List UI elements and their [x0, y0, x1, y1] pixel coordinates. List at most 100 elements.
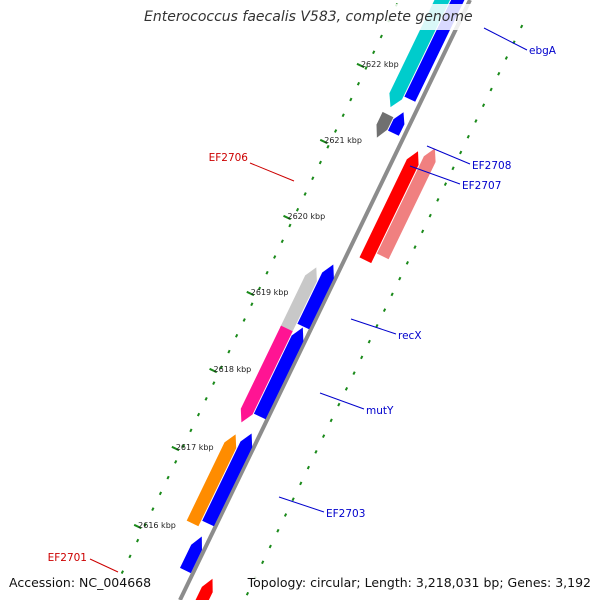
- ruler-dot-right: [219, 365, 223, 370]
- ruler-dot-right: [174, 459, 178, 464]
- label-EF2706: EF2706: [209, 152, 249, 164]
- tick-2621-mark: [319, 138, 328, 145]
- tick-2616-mark: [133, 523, 142, 530]
- ruler-dot-left: [474, 119, 478, 123]
- tick-2620-mark: [283, 214, 292, 221]
- ruler-dot-left: [344, 387, 349, 391]
- ruler-dot-right: [158, 491, 163, 496]
- ruler-dot-left: [322, 434, 326, 439]
- ruler-dot-right: [280, 239, 284, 244]
- label-ebgA: ebgA: [529, 45, 557, 57]
- ruler-dot-right: [273, 255, 277, 259]
- leader-EF2701: [89, 558, 119, 573]
- ruler-dot-left: [375, 323, 379, 328]
- ruler-dot-left: [337, 402, 341, 407]
- ruler-dot-right: [334, 129, 338, 133]
- gene-EF2703: [186, 434, 237, 527]
- tick-2621-label: 2621 kbp: [324, 136, 362, 145]
- tick-2619-mark: [246, 290, 255, 297]
- ruler-dot-right: [204, 396, 208, 401]
- leader-ebgA: [483, 27, 528, 51]
- tick-2618-mark: [209, 367, 218, 374]
- label-EF2703: EF2703: [326, 508, 365, 520]
- leader-recX: [350, 318, 397, 335]
- ruler-dot-right: [143, 523, 147, 527]
- ruler-dot-left: [291, 497, 295, 502]
- gene-mutY: [240, 325, 293, 423]
- tick-2620-label: 2620 kbp: [288, 212, 326, 221]
- tick-2622-mark: [356, 62, 365, 69]
- ruler-dot-right: [212, 381, 216, 385]
- gene-red-1: [359, 151, 419, 264]
- ruler-dot-left: [481, 103, 486, 108]
- ruler-dot-left: [405, 260, 409, 265]
- map-title: Enterococcus faecalis V583, complete gen…: [144, 9, 473, 25]
- leader-EF2706: [249, 162, 295, 182]
- ruler-dot-right: [235, 333, 239, 338]
- ruler-dot-left: [367, 339, 371, 344]
- ruler-dot-left: [459, 150, 463, 155]
- ruler-dot-right: [372, 50, 376, 55]
- gene-EF2707: [376, 111, 394, 138]
- ruler-dot-right: [288, 223, 292, 228]
- ruler-dot-right: [341, 113, 345, 118]
- tick-2618-label: 2618 kbp: [214, 365, 252, 374]
- leader-EF2703: [278, 496, 325, 513]
- ruler-dot-right: [318, 160, 322, 165]
- ruler-dot-left: [436, 197, 440, 202]
- ruler-dot-right: [196, 412, 201, 417]
- ruler-dot-left: [520, 24, 524, 29]
- ruler-dot-left: [451, 166, 455, 171]
- accession-text: Accession: NC_004668: [6, 574, 155, 592]
- ruler-dot-right: [356, 81, 361, 86]
- ruler-dot-right: [242, 318, 246, 322]
- gene-recX: [280, 267, 317, 334]
- tick-2616-label: 2616 kbp: [138, 521, 176, 530]
- ruler-dot-right: [120, 570, 124, 575]
- ruler-dot-right: [311, 176, 315, 181]
- tick-2622-label: 2622 kbp: [361, 60, 399, 69]
- ruler-dot-left: [398, 276, 402, 281]
- gene-EF2701: [195, 578, 213, 600]
- ruler-dot-left: [489, 87, 493, 92]
- ruler-dot-left: [352, 371, 356, 376]
- ruler-dot-left: [299, 481, 303, 486]
- label-EF2701: EF2701: [48, 552, 87, 564]
- ruler-dot-right: [326, 144, 330, 149]
- ruler-dot-left: [276, 528, 280, 533]
- ruler-dot-right: [349, 97, 353, 102]
- ruler-dot-right: [257, 286, 262, 291]
- ruler-dot-left: [421, 229, 425, 234]
- title-box: Enterococcus faecalis V583, complete gen…: [136, 4, 481, 30]
- leader-EF2707: [409, 165, 461, 185]
- backbone-line: [178, 0, 472, 600]
- ruler-dot-right: [379, 34, 383, 39]
- ruler-dot-right: [166, 475, 170, 480]
- ruler-dot-left: [261, 560, 265, 565]
- ruler-dot-left: [283, 513, 288, 517]
- ruler-dot-left: [360, 355, 364, 360]
- ruler-dot-left: [497, 71, 501, 76]
- label-EF2708: EF2708: [472, 160, 511, 172]
- tick-2617-label: 2617 kbp: [176, 443, 214, 452]
- gene-blue-2: [297, 264, 334, 330]
- ruler-dot-right: [128, 554, 132, 559]
- ruler-dot-right: [227, 349, 231, 354]
- ruler-dot-left: [390, 292, 394, 297]
- ruler-dot-right: [189, 428, 193, 433]
- label-mutY: mutY: [366, 405, 394, 417]
- gene-blue-5: [180, 536, 202, 574]
- label-recX: recX: [398, 330, 422, 342]
- gene-blue-4: [202, 433, 253, 527]
- gene-EF2708: [388, 112, 405, 136]
- label-EF2707: EF2707: [462, 180, 501, 192]
- ruler-dot-right: [364, 66, 368, 70]
- gene-EF2706: [376, 148, 436, 260]
- leader-EF2708: [426, 145, 471, 165]
- ruler-dot-left: [382, 308, 387, 312]
- ruler-dot-left: [245, 591, 250, 596]
- ruler-dot-left: [329, 418, 333, 423]
- ruler-dot-right: [250, 302, 254, 307]
- leader-mutY: [319, 392, 365, 410]
